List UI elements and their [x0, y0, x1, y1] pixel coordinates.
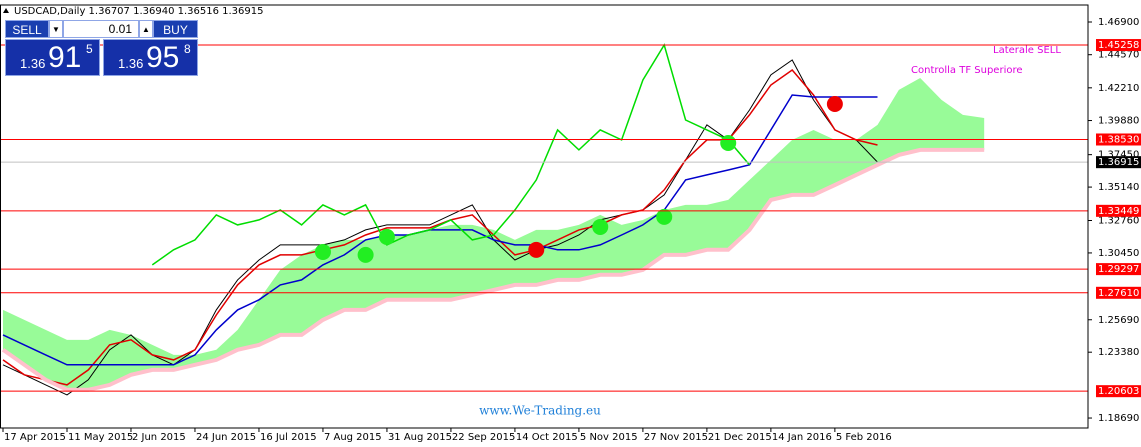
signal-marker — [592, 218, 609, 235]
y-tick-label: 1.46900 — [1098, 17, 1139, 28]
level-label: 1.45258 — [1098, 40, 1139, 51]
lot-down[interactable]: ▼ — [49, 20, 63, 38]
x-tick-label: 21 Dec 2015 — [708, 432, 772, 443]
x-tick-label: 24 Jun 2015 — [196, 432, 256, 443]
y-tick-label: 1.32760 — [1098, 216, 1139, 227]
buy-button[interactable]: BUY — [153, 20, 198, 38]
annotation: Controlla TF Superiore — [911, 65, 1023, 76]
level-label: 1.33449 — [1098, 206, 1139, 217]
annotation: Laterale SELL — [993, 45, 1061, 56]
plot-frame — [0, 4, 1089, 429]
x-tick-label: 11 May 2015 — [68, 432, 133, 443]
signal-marker — [357, 246, 374, 263]
trade-panel: SELL ▼ 0.01 ▲ BUY 1.36 91 5 1.36 95 8 — [5, 20, 198, 76]
level-label-box — [1096, 385, 1141, 398]
level-label-box — [1096, 133, 1141, 146]
level-label: 1.27610 — [1098, 288, 1139, 299]
level-label-box — [1096, 39, 1141, 52]
plot-area — [1, 43, 985, 396]
price-sup: 8 — [184, 42, 191, 56]
collapse-icon — [3, 8, 9, 13]
y-tick-label: 1.30450 — [1098, 248, 1139, 259]
x-tick-label: 14 Jan 2016 — [772, 432, 832, 443]
signal-marker — [720, 135, 737, 152]
chikou-line — [151, 43, 751, 266]
buy-price[interactable]: 1.36 95 8 — [103, 39, 198, 76]
price-big: 1.36 — [20, 56, 46, 71]
y-tick-label: 1.25690 — [1098, 315, 1139, 326]
signal-marker — [378, 228, 395, 245]
sell-price[interactable]: 1.36 91 5 — [5, 39, 100, 76]
level-label-box — [1096, 204, 1141, 217]
price-big: 1.36 — [118, 56, 144, 71]
x-tick-label: 2 Jun 2015 — [132, 432, 186, 443]
level-label-box — [1096, 286, 1141, 299]
price-main: 95 — [146, 41, 180, 74]
level-label-box — [1096, 263, 1141, 276]
x-tick-label: 31 Aug 2015 — [388, 432, 452, 443]
x-tick-label: 14 Oct 2015 — [516, 432, 578, 443]
level-label: 1.20603 — [1098, 386, 1139, 397]
lot-up[interactable]: ▲ — [139, 20, 153, 38]
y-tick-label: 1.18690 — [1098, 413, 1139, 424]
signal-marker — [528, 241, 545, 258]
y-tick-label: 1.37450 — [1098, 150, 1139, 161]
signal-marker — [314, 243, 331, 260]
tenkan-line — [2, 68, 878, 386]
price-sup: 5 — [86, 42, 93, 56]
current-price-label: 1.36915 — [1098, 157, 1139, 168]
span-b-line — [1, 147, 985, 392]
chart-title: USDCAD,Daily 1.36707 1.36940 1.36516 1.3… — [14, 6, 264, 17]
lot-input[interactable]: 0.01 — [63, 20, 139, 38]
current-price-box — [1096, 156, 1141, 169]
y-tick-label: 1.23380 — [1098, 347, 1139, 358]
x-tick-label: 5 Nov 2015 — [580, 432, 638, 443]
x-tick-label: 5 Feb 2016 — [836, 432, 892, 443]
y-tick-label: 1.42210 — [1098, 83, 1139, 94]
sell-button[interactable]: SELL — [5, 20, 49, 38]
signal-marker — [656, 208, 673, 225]
watermark: www.We-Trading.eu — [479, 404, 601, 418]
signal-marker — [826, 95, 843, 112]
level-label: 1.29297 — [1098, 264, 1139, 275]
level-label: 1.38530 — [1098, 134, 1139, 145]
y-tick-label: 1.39880 — [1098, 116, 1139, 127]
y-tick-label: 1.44570 — [1098, 50, 1139, 61]
kijun-line — [2, 94, 878, 366]
x-tick-label: 27 Nov 2015 — [644, 432, 708, 443]
x-tick-label: 17 Apr 2015 — [4, 432, 66, 443]
x-tick-label: 22 Sep 2015 — [452, 432, 515, 443]
price-main: 91 — [48, 41, 82, 74]
x-tick-label: 7 Aug 2015 — [324, 432, 382, 443]
x-tick-label: 16 Jul 2015 — [260, 432, 317, 443]
y-tick-label: 1.35140 — [1098, 182, 1139, 193]
